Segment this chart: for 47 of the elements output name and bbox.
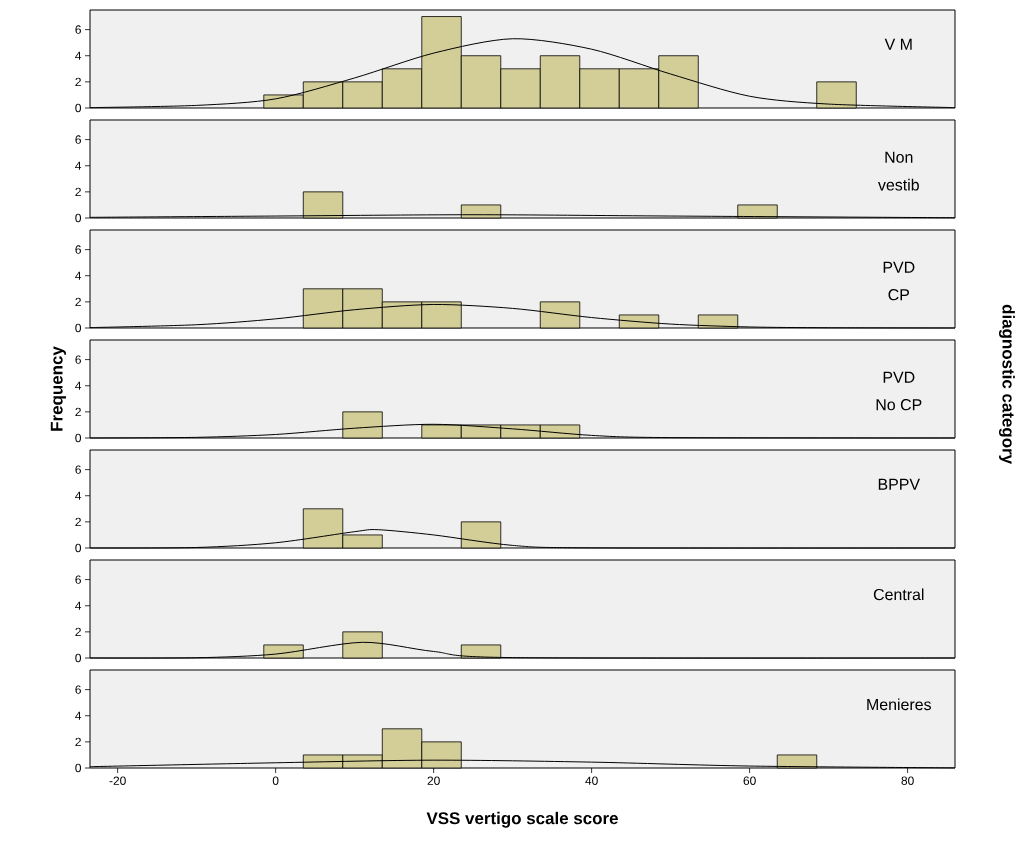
y-tick-label: 4 — [75, 161, 82, 170]
y-tick-label: 0 — [75, 543, 82, 553]
annotation: vestib — [878, 178, 919, 191]
x-tick-label: 80 — [901, 776, 914, 785]
annotation: PVD — [883, 371, 915, 383]
annotation: BPPV — [878, 478, 920, 490]
y-tick-label: 0 — [75, 213, 82, 223]
y-tick-label: 2 — [75, 627, 81, 637]
x-tick-label: 40 — [585, 776, 598, 785]
annotation: Menieres — [867, 698, 931, 711]
y-tick-label: 4 — [75, 271, 82, 280]
y-tick-label: 6 — [75, 245, 81, 254]
y-tick-label: 2 — [75, 187, 81, 197]
y-tick-label: 4 — [75, 491, 82, 500]
y-tick-label: 6 — [75, 135, 81, 144]
y-tick-label: 4 — [75, 381, 82, 390]
annotation: CP — [888, 289, 910, 301]
y-tick-label: 6 — [75, 575, 81, 584]
x-tick-label: -20 — [109, 776, 126, 785]
y-tick-label: 4 — [75, 711, 82, 720]
x-axis-title: VSS vertigo scale score — [426, 811, 618, 828]
y-tick-label: 0 — [75, 433, 82, 443]
y-tick-label: 6 — [75, 685, 81, 694]
annotation: Central — [873, 588, 924, 601]
y-tick-label: 0 — [75, 653, 82, 663]
annotation: PVD — [883, 261, 915, 273]
x-tick-label: 0 — [272, 776, 279, 785]
y-tick-label: 6 — [75, 465, 81, 474]
y-tick-label: 4 — [75, 51, 82, 60]
y-tick-label: 0 — [75, 103, 82, 113]
y-tick-label: 0 — [75, 763, 82, 773]
y-axis-title: Frequency — [50, 346, 66, 431]
annotation: Non — [885, 151, 913, 163]
y-tick-label: 4 — [75, 601, 82, 610]
y-tick-label: 6 — [75, 25, 81, 34]
y-tick-label: 2 — [75, 737, 81, 747]
annotation: V M — [884, 38, 912, 50]
y-tick-label: 0 — [75, 323, 82, 333]
x-tick-label: 20 — [427, 776, 440, 785]
y-tick-label: 2 — [75, 77, 81, 87]
y-tick-label: 2 — [75, 407, 81, 417]
y-tick-label: 2 — [75, 517, 81, 527]
x-tick-label: 60 — [743, 776, 756, 785]
y-tick-label: 2 — [75, 297, 81, 307]
y-tick-label: 6 — [75, 355, 81, 364]
y2-axis-title: diagnostic category — [998, 304, 1015, 464]
annotation: No CP — [876, 399, 922, 411]
